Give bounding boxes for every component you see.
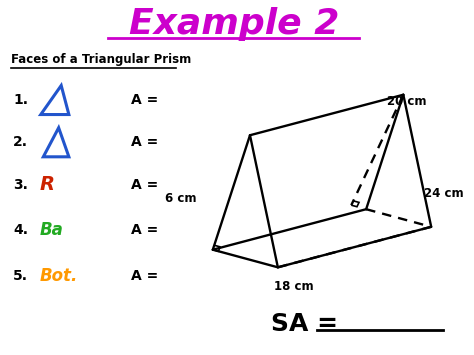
- Text: 4.: 4.: [13, 223, 28, 237]
- Text: Faces of a Triangular Prism: Faces of a Triangular Prism: [11, 53, 191, 66]
- Text: Bot.: Bot.: [39, 267, 78, 285]
- Text: 18 cm: 18 cm: [274, 280, 314, 293]
- Text: 20 cm: 20 cm: [387, 95, 427, 108]
- Text: 6 cm: 6 cm: [165, 192, 197, 205]
- Text: Example 2: Example 2: [128, 7, 339, 41]
- Text: A =: A =: [131, 93, 159, 107]
- Text: 5.: 5.: [13, 269, 28, 283]
- Text: SA =: SA =: [271, 312, 346, 336]
- Text: 24 cm: 24 cm: [424, 187, 464, 200]
- Text: A =: A =: [131, 269, 159, 283]
- Text: A =: A =: [131, 223, 159, 237]
- Text: R: R: [39, 175, 55, 194]
- Text: A =: A =: [131, 135, 159, 149]
- Text: A =: A =: [131, 178, 159, 192]
- Text: 2.: 2.: [13, 135, 28, 149]
- Text: Ba: Ba: [39, 221, 64, 239]
- Text: 1.: 1.: [13, 93, 28, 107]
- Text: 3.: 3.: [13, 178, 28, 192]
